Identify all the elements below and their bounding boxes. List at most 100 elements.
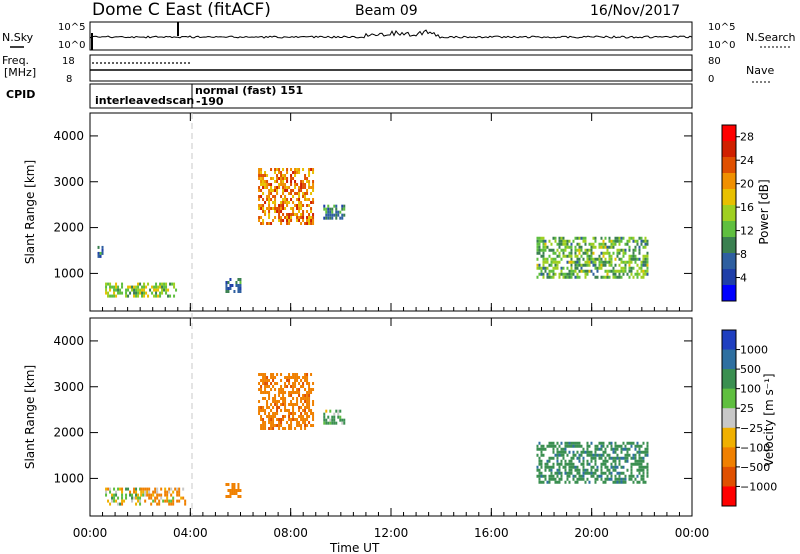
nsky-right-tick-low: 10^0 (708, 40, 735, 51)
echo-cell (278, 204, 281, 207)
echo-cell (233, 492, 236, 495)
echo-cell (272, 424, 275, 427)
echo-cell (540, 236, 543, 240)
echo-cell (598, 263, 601, 267)
cpid-entry-1: interleavedscan (95, 94, 194, 107)
echo-cell (616, 447, 619, 451)
echo-cell (588, 263, 591, 267)
echo-cell (536, 444, 539, 448)
echo-cell (258, 388, 261, 391)
echo-cell (310, 201, 313, 204)
echo-cell (630, 462, 633, 466)
echo-cell (325, 409, 328, 413)
echo-cell (154, 487, 157, 491)
echo-cell (640, 477, 643, 481)
echo-cell (594, 444, 597, 448)
echo-cell (550, 471, 553, 475)
nave-right-tick-low: 0 (708, 74, 714, 85)
echo-cell (327, 204, 330, 208)
echo-cell (580, 269, 583, 273)
echo-cell (178, 499, 181, 503)
echo-cell (548, 248, 551, 252)
echo-cell (632, 239, 635, 243)
echo-cell (135, 487, 138, 491)
echo-cell (638, 462, 641, 466)
echo-cell (538, 456, 541, 460)
echo-cell (618, 462, 621, 466)
echo-cell (109, 288, 112, 292)
echo-cell (308, 403, 311, 406)
echo-cell (550, 468, 553, 472)
echo-cell (540, 471, 543, 475)
echo-cell (235, 284, 238, 287)
echo-cell (131, 499, 134, 503)
echo-cell (562, 453, 565, 457)
echo-cell (630, 474, 633, 478)
echo-cell (546, 275, 549, 279)
echo-cell (129, 291, 132, 295)
echo-cell (606, 474, 609, 478)
echo-cell (646, 239, 649, 243)
echo-cell (160, 493, 163, 497)
echo-region (258, 168, 315, 225)
echo-cell (143, 291, 146, 295)
colorbar-frame (721, 329, 737, 507)
echo-cell (630, 444, 633, 448)
echo-cell (552, 477, 555, 481)
echo-cell (101, 248, 104, 252)
echo-cell (598, 242, 601, 246)
echo-cell (300, 385, 303, 388)
echo-cell (638, 236, 641, 240)
echo-cell (333, 204, 336, 208)
echo-cell (262, 382, 265, 385)
echo-cell (233, 486, 236, 489)
echo-cell (594, 471, 597, 475)
echo-cell (638, 272, 641, 276)
echo-cell (294, 418, 297, 421)
echo-cell (286, 222, 289, 225)
echo-cell (286, 189, 289, 192)
echo-cell (604, 275, 607, 279)
echo-cell (147, 282, 150, 286)
echo-cell (298, 424, 301, 427)
echo-cell (618, 444, 621, 448)
echo-cell (260, 391, 263, 394)
echo-cell (596, 474, 599, 478)
echo-cell (562, 239, 565, 243)
echo-cell (288, 412, 291, 415)
echo-cell (262, 210, 265, 213)
echo-cell (634, 459, 637, 463)
echo-cell (594, 236, 597, 240)
echo-cell (614, 480, 617, 484)
echo-cell (636, 257, 639, 261)
echo-cell (235, 281, 238, 284)
echo-cell (280, 373, 283, 376)
echo-cell (560, 459, 563, 463)
echo-cell (618, 242, 621, 246)
echo-cell (634, 239, 637, 243)
echo-cell (308, 415, 311, 418)
echo-cell (278, 391, 281, 394)
colorbar-tick-label: 8 (740, 248, 747, 261)
echo-cell (548, 444, 551, 448)
echo-cell (642, 471, 645, 475)
echo-cell (606, 245, 609, 249)
echo-cell (184, 502, 187, 506)
echo-cell (280, 388, 283, 391)
echo-cell (552, 450, 555, 454)
echo-cell (620, 236, 623, 240)
echo-cell (556, 260, 559, 264)
echo-cell (121, 291, 124, 295)
echo-cell (552, 275, 555, 279)
echo-cell (552, 444, 555, 448)
echo-cell (616, 239, 619, 243)
echo-cell (626, 468, 629, 472)
echo-cell (288, 186, 291, 189)
echo-cell (154, 499, 157, 503)
echo-region (105, 282, 178, 298)
echo-cell (260, 177, 263, 180)
echo-cell (280, 424, 283, 427)
echo-cell (588, 248, 591, 252)
echo-cell (580, 444, 583, 448)
echo-cell (296, 168, 299, 171)
